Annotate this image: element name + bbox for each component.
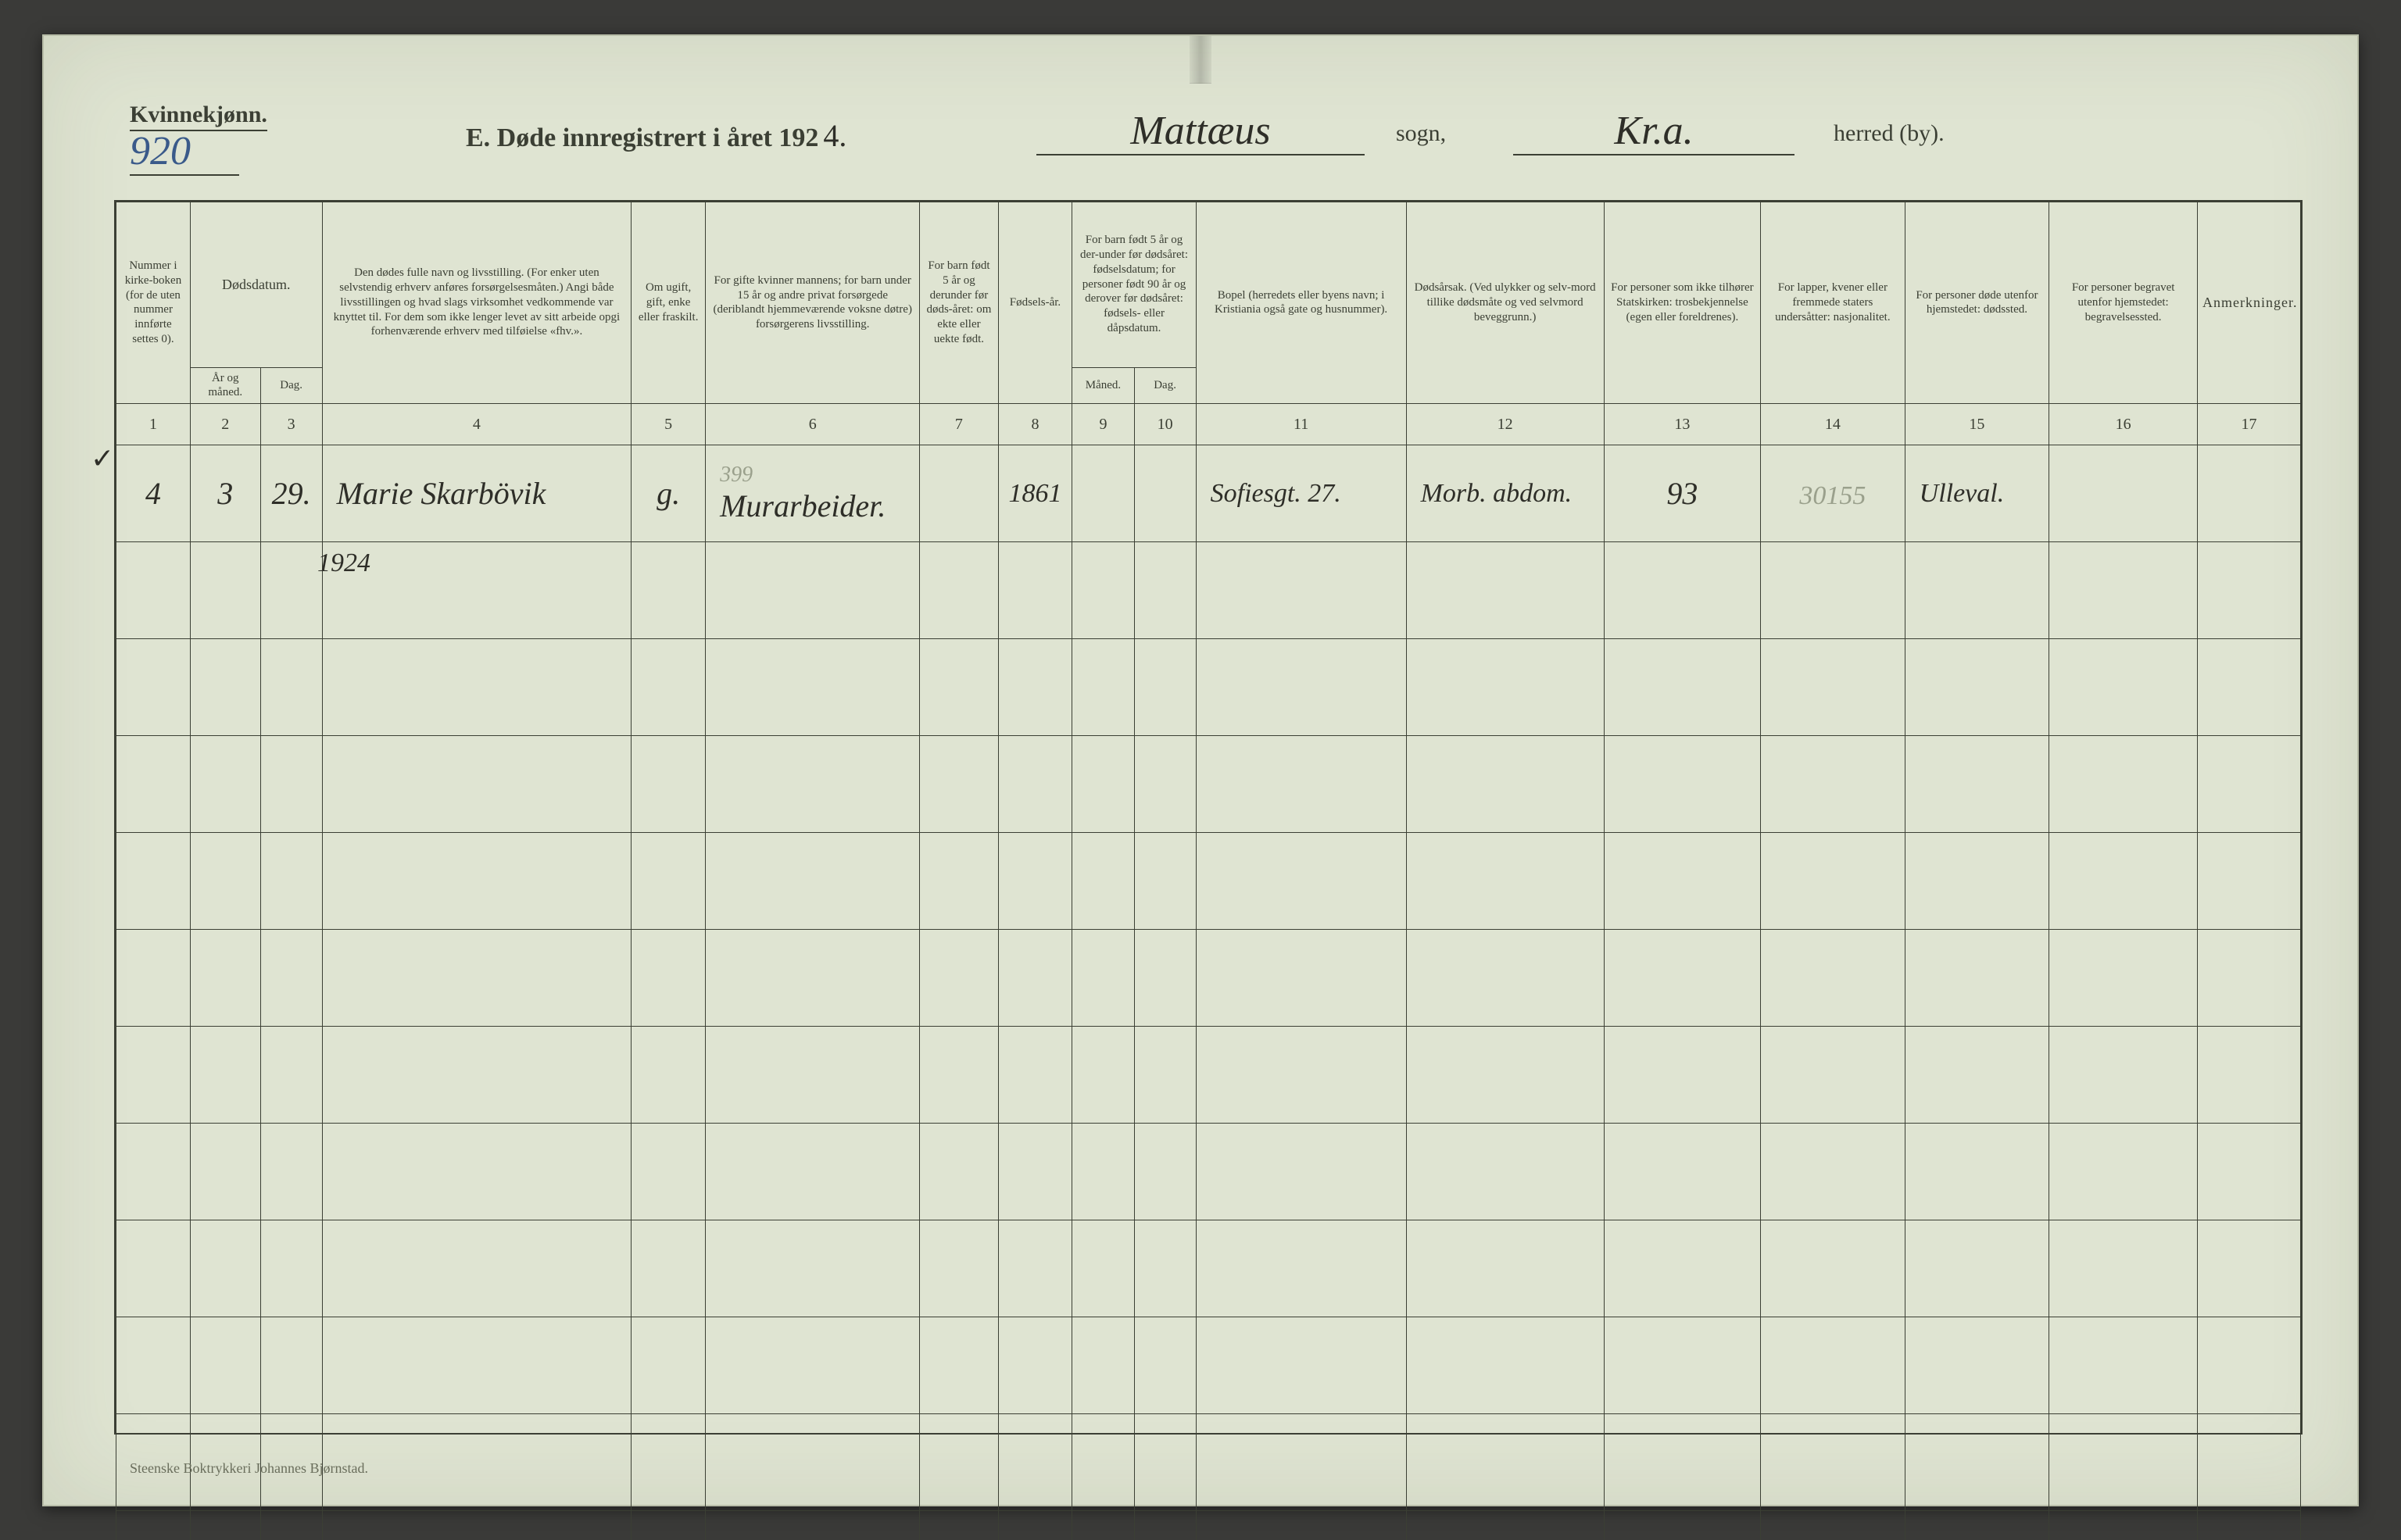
cell-deathplace: Ulleval. (1905, 445, 2049, 542)
col-header: Om ugift, gift, enke eller fraskilt. (632, 202, 706, 404)
col-header: Anmerkninger. (2198, 202, 2301, 404)
cell-bm (1072, 445, 1134, 542)
table-row (116, 639, 2301, 736)
col-header: For barn født 5 år og der-under før døds… (1072, 202, 1196, 367)
col-num: 10 (1134, 404, 1196, 445)
col-subheader: Dag. (1134, 367, 1196, 404)
col-num: 9 (1072, 404, 1134, 445)
title-prefix: E. Døde innregistrert i året 192 (466, 123, 818, 152)
col-num: 4 (322, 404, 632, 445)
col-header: For barn født 5 år og derunder før døds-… (920, 202, 998, 404)
table-row (116, 1317, 2301, 1414)
col-header: For lapper, kvener eller fremmede stater… (1761, 202, 1905, 404)
col-num: 7 (920, 404, 998, 445)
col-header: Dødsdatum. (190, 202, 322, 367)
col-header: Bopel (herredets eller byens navn; i Kri… (1196, 202, 1406, 404)
cell-text: Murarbeider. (720, 488, 914, 524)
cell-faith: 93 (1604, 445, 1760, 542)
table-row (116, 833, 2301, 930)
col-num: 12 (1406, 404, 1604, 445)
col-header: Den dødes fulle navn og livsstilling. (F… (322, 202, 632, 404)
table-body: 4 3 29. Marie Skarbövik g. 399 Murarbeid… (116, 445, 2301, 1540)
year-annotation: 1924 (317, 548, 370, 578)
cell-birthyear: 1861 (998, 445, 1072, 542)
ledger-page: Kvinnekjønn. 920 E. Døde innregistrert i… (42, 34, 2359, 1506)
col-header: Dødsårsak. (Ved ulykker og selv-mord til… (1406, 202, 1604, 404)
col-num: 11 (1196, 404, 1406, 445)
table-row: 4 3 29. Marie Skarbövik g. 399 Murarbeid… (116, 445, 2301, 542)
margin-tick-icon: ✓ (91, 442, 114, 475)
cell-name: Marie Skarbövik (322, 445, 632, 542)
col-num: 6 (706, 404, 920, 445)
table-row (116, 1414, 2301, 1511)
col-header: For gifte kvinner mannens; for barn unde… (706, 202, 920, 404)
cell-civil: g. (632, 445, 706, 542)
table-row (116, 930, 2301, 1027)
cell-ekte (920, 445, 998, 542)
table-row (116, 542, 2301, 639)
col-num: 13 (1604, 404, 1760, 445)
page-title: E. Døde innregistrert i året 1924. (466, 117, 846, 154)
table-row (116, 736, 2301, 833)
herred-label: herred (by). (1834, 120, 1945, 147)
cell-nation: 30155 (1761, 445, 1905, 542)
col-num: 1 (116, 404, 191, 445)
cell-num: 4 (116, 445, 191, 542)
printer-footer: Steenske Boktrykkeri Johannes Bjørnstad. (130, 1460, 368, 1477)
cell-residence: Sofiesgt. 27. (1196, 445, 1406, 542)
table-row (116, 1124, 2301, 1220)
col-num: 14 (1761, 404, 1905, 445)
col-num: 16 (2049, 404, 2198, 445)
col-header: For personer som ikke tilhører Statskirk… (1604, 202, 1760, 404)
ledger-table-wrap: 1924 Nummer i kirke-boken (for de uten n… (114, 200, 2303, 1435)
col-header: For personer døde utenfor hjemstedet: dø… (1905, 202, 2049, 404)
col-num: 5 (632, 404, 706, 445)
col-subheader: Dag. (260, 367, 322, 404)
page-number: 920 (130, 128, 239, 176)
book-spine (1190, 36, 1211, 84)
col-header: Fødsels-år. (998, 202, 1072, 404)
page-header: Kvinnekjønn. 920 E. Døde innregistrert i… (130, 102, 2271, 164)
cell-faint: 30155 (1799, 481, 1866, 510)
column-number-row: 1 2 3 4 5 6 7 8 9 10 11 12 13 14 15 16 1 (116, 404, 2301, 445)
herred-value: Kr.a. (1513, 108, 1794, 155)
title-year: 4. (818, 118, 846, 153)
cell-faint: 399 (720, 463, 914, 488)
ledger-table: Nummer i kirke-boken (for de uten nummer… (116, 202, 2301, 1540)
cell-bd (1134, 445, 1196, 542)
cell-day: 29. (260, 445, 322, 542)
sogn-label: sogn, (1396, 120, 1446, 147)
corner-label: Kvinnekjønn. (130, 102, 267, 131)
cell-burial (2049, 445, 2198, 542)
col-header: For personer begravet utenfor hjemstedet… (2049, 202, 2198, 404)
col-num: 15 (1905, 404, 2049, 445)
sogn-value: Mattæus (1036, 108, 1365, 155)
table-row (116, 1220, 2301, 1317)
cell-spouse-occ: 399 Murarbeider. (706, 445, 920, 542)
cell-cause: Morb. abdom. (1406, 445, 1604, 542)
col-header: Nummer i kirke-boken (for de uten nummer… (116, 202, 191, 404)
table-row (116, 1027, 2301, 1124)
col-subheader: År og måned. (190, 367, 260, 404)
col-num: 2 (190, 404, 260, 445)
cell-remarks (2198, 445, 2301, 542)
col-num: 8 (998, 404, 1072, 445)
table-row (116, 1511, 2301, 1540)
cell-month: 3 (190, 445, 260, 542)
table-head: Nummer i kirke-boken (for de uten nummer… (116, 202, 2301, 445)
col-num: 17 (2198, 404, 2301, 445)
col-subheader: Måned. (1072, 367, 1134, 404)
col-num: 3 (260, 404, 322, 445)
